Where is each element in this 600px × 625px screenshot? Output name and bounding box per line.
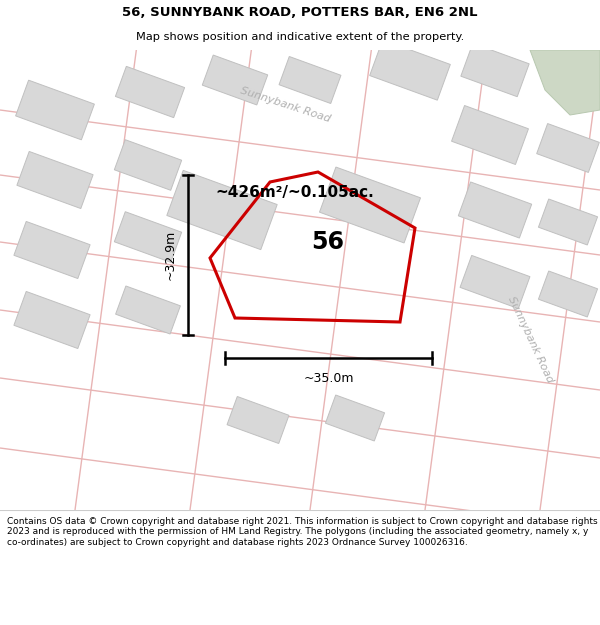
Text: Sunnybank Road: Sunnybank Road — [506, 295, 554, 385]
Polygon shape — [530, 50, 600, 115]
Polygon shape — [116, 286, 181, 334]
Polygon shape — [115, 140, 182, 190]
Polygon shape — [279, 56, 341, 104]
Polygon shape — [202, 55, 268, 105]
Polygon shape — [320, 167, 421, 243]
Polygon shape — [452, 106, 529, 164]
Polygon shape — [167, 171, 277, 249]
Text: 56: 56 — [311, 229, 344, 254]
Polygon shape — [538, 271, 598, 317]
Text: Sunnybank Road: Sunnybank Road — [239, 86, 331, 124]
Polygon shape — [16, 80, 94, 140]
Text: Map shows position and indicative extent of the property.: Map shows position and indicative extent… — [136, 32, 464, 43]
Polygon shape — [227, 396, 289, 444]
Polygon shape — [14, 291, 90, 349]
Polygon shape — [370, 40, 451, 100]
Polygon shape — [325, 395, 385, 441]
Text: ~35.0m: ~35.0m — [303, 371, 354, 384]
Polygon shape — [461, 43, 529, 97]
Polygon shape — [115, 212, 182, 262]
Polygon shape — [538, 199, 598, 245]
Polygon shape — [14, 221, 90, 279]
Text: 56, SUNNYBANK ROAD, POTTERS BAR, EN6 2NL: 56, SUNNYBANK ROAD, POTTERS BAR, EN6 2NL — [122, 6, 478, 19]
Polygon shape — [17, 151, 93, 209]
Text: ~32.9m: ~32.9m — [163, 230, 176, 280]
Polygon shape — [536, 124, 599, 172]
Polygon shape — [539, 39, 596, 84]
Polygon shape — [458, 182, 532, 238]
Text: ~426m²/~0.105ac.: ~426m²/~0.105ac. — [215, 184, 374, 199]
Polygon shape — [115, 66, 185, 118]
Text: Contains OS data © Crown copyright and database right 2021. This information is : Contains OS data © Crown copyright and d… — [7, 517, 598, 547]
Polygon shape — [460, 256, 530, 309]
